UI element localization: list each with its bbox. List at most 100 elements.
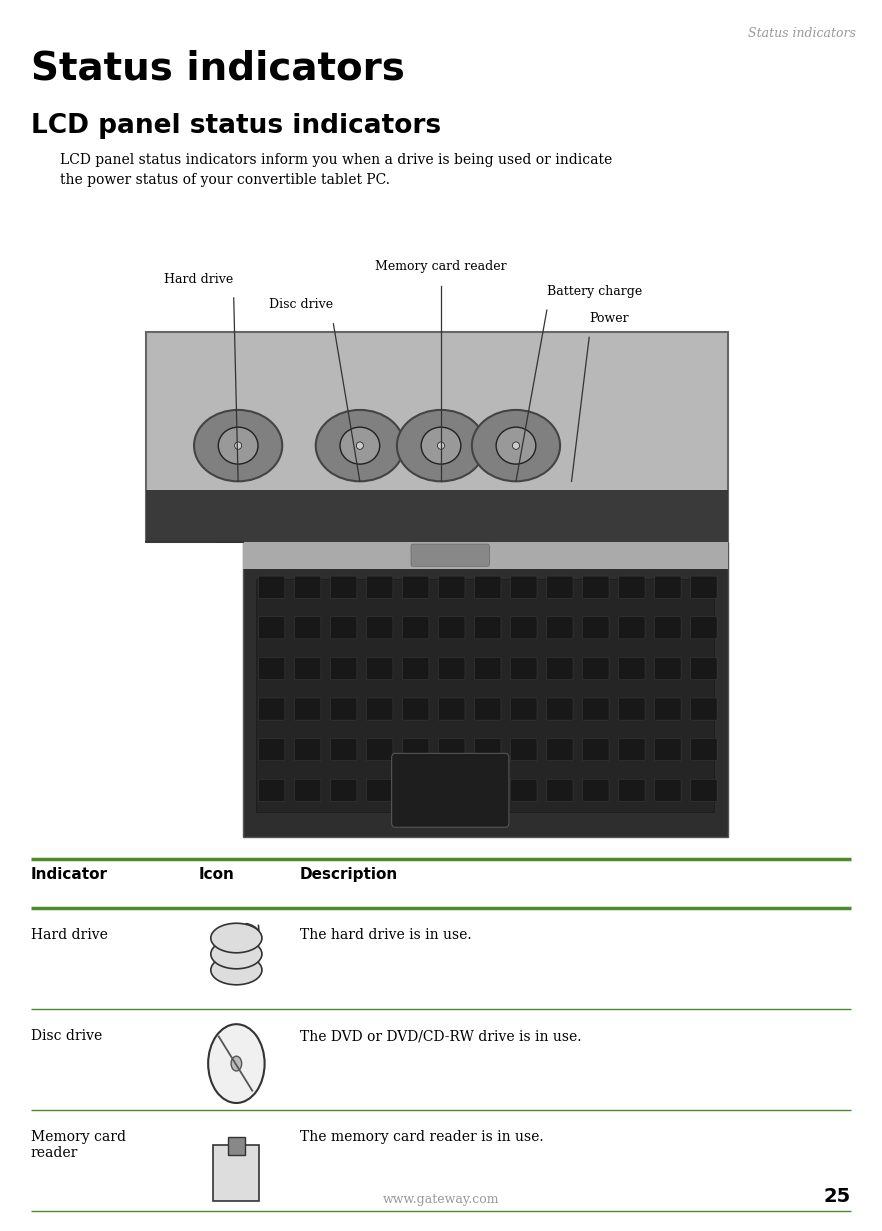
FancyBboxPatch shape bbox=[618, 657, 645, 680]
FancyBboxPatch shape bbox=[256, 579, 714, 812]
FancyBboxPatch shape bbox=[258, 779, 285, 801]
Text: 25: 25 bbox=[824, 1188, 851, 1206]
FancyBboxPatch shape bbox=[583, 739, 609, 761]
FancyBboxPatch shape bbox=[654, 576, 681, 598]
FancyBboxPatch shape bbox=[583, 617, 609, 639]
FancyBboxPatch shape bbox=[402, 739, 429, 761]
FancyBboxPatch shape bbox=[392, 753, 509, 827]
Text: Disc drive: Disc drive bbox=[269, 298, 333, 311]
Ellipse shape bbox=[316, 410, 404, 481]
FancyBboxPatch shape bbox=[438, 576, 465, 598]
FancyBboxPatch shape bbox=[402, 779, 429, 801]
Text: Power: Power bbox=[589, 311, 629, 325]
FancyBboxPatch shape bbox=[654, 617, 681, 639]
Ellipse shape bbox=[472, 410, 560, 481]
FancyBboxPatch shape bbox=[511, 617, 537, 639]
FancyBboxPatch shape bbox=[367, 576, 393, 598]
FancyBboxPatch shape bbox=[547, 779, 573, 801]
FancyBboxPatch shape bbox=[258, 657, 285, 680]
Text: Icon: Icon bbox=[198, 867, 235, 881]
FancyBboxPatch shape bbox=[295, 739, 321, 761]
FancyBboxPatch shape bbox=[691, 739, 717, 761]
Text: Description: Description bbox=[300, 867, 398, 881]
Text: LCD panel status indicators inform you when a drive is being used or indicate
th: LCD panel status indicators inform you w… bbox=[60, 153, 612, 187]
FancyBboxPatch shape bbox=[331, 576, 357, 598]
Ellipse shape bbox=[437, 442, 445, 449]
FancyBboxPatch shape bbox=[402, 657, 429, 680]
FancyBboxPatch shape bbox=[618, 576, 645, 598]
FancyBboxPatch shape bbox=[295, 576, 321, 598]
FancyBboxPatch shape bbox=[511, 657, 537, 680]
Text: Memory card reader: Memory card reader bbox=[375, 260, 507, 273]
FancyBboxPatch shape bbox=[438, 617, 465, 639]
FancyBboxPatch shape bbox=[146, 490, 728, 542]
FancyBboxPatch shape bbox=[547, 739, 573, 761]
FancyBboxPatch shape bbox=[331, 657, 357, 680]
FancyBboxPatch shape bbox=[654, 698, 681, 720]
Ellipse shape bbox=[397, 410, 485, 481]
FancyBboxPatch shape bbox=[475, 657, 501, 680]
FancyBboxPatch shape bbox=[511, 698, 537, 720]
Ellipse shape bbox=[496, 427, 535, 464]
FancyBboxPatch shape bbox=[618, 779, 645, 801]
FancyBboxPatch shape bbox=[583, 576, 609, 598]
FancyBboxPatch shape bbox=[295, 657, 321, 680]
Text: Indicator: Indicator bbox=[31, 867, 108, 881]
FancyBboxPatch shape bbox=[475, 698, 501, 720]
FancyBboxPatch shape bbox=[691, 779, 717, 801]
FancyBboxPatch shape bbox=[547, 617, 573, 639]
Text: LCD panel status indicators: LCD panel status indicators bbox=[31, 113, 441, 139]
FancyBboxPatch shape bbox=[367, 698, 393, 720]
FancyBboxPatch shape bbox=[475, 576, 501, 598]
Text: Status indicators: Status indicators bbox=[31, 49, 405, 87]
FancyBboxPatch shape bbox=[295, 779, 321, 801]
Ellipse shape bbox=[512, 442, 519, 449]
FancyBboxPatch shape bbox=[438, 779, 465, 801]
FancyBboxPatch shape bbox=[258, 698, 285, 720]
FancyBboxPatch shape bbox=[146, 332, 728, 542]
FancyBboxPatch shape bbox=[654, 657, 681, 680]
Ellipse shape bbox=[211, 939, 262, 969]
FancyBboxPatch shape bbox=[438, 657, 465, 680]
Ellipse shape bbox=[235, 442, 242, 449]
FancyBboxPatch shape bbox=[475, 739, 501, 761]
FancyBboxPatch shape bbox=[331, 698, 357, 720]
FancyBboxPatch shape bbox=[618, 739, 645, 761]
FancyBboxPatch shape bbox=[691, 698, 717, 720]
Ellipse shape bbox=[211, 923, 262, 953]
FancyBboxPatch shape bbox=[511, 576, 537, 598]
Circle shape bbox=[231, 1056, 242, 1071]
FancyBboxPatch shape bbox=[295, 617, 321, 639]
FancyBboxPatch shape bbox=[583, 779, 609, 801]
FancyBboxPatch shape bbox=[654, 779, 681, 801]
Text: Status indicators: Status indicators bbox=[748, 27, 856, 41]
Text: www.gateway.com: www.gateway.com bbox=[383, 1193, 499, 1206]
Text: The DVD or DVD/CD-RW drive is in use.: The DVD or DVD/CD-RW drive is in use. bbox=[300, 1029, 581, 1043]
FancyBboxPatch shape bbox=[331, 739, 357, 761]
Ellipse shape bbox=[422, 427, 461, 464]
Ellipse shape bbox=[356, 442, 363, 449]
FancyBboxPatch shape bbox=[618, 617, 645, 639]
Text: The hard drive is in use.: The hard drive is in use. bbox=[300, 928, 472, 942]
Text: The memory card reader is in use.: The memory card reader is in use. bbox=[300, 1130, 543, 1144]
FancyBboxPatch shape bbox=[691, 617, 717, 639]
FancyBboxPatch shape bbox=[618, 698, 645, 720]
FancyBboxPatch shape bbox=[654, 739, 681, 761]
FancyBboxPatch shape bbox=[583, 698, 609, 720]
Text: Hard drive: Hard drive bbox=[164, 272, 234, 286]
FancyBboxPatch shape bbox=[411, 544, 490, 566]
FancyBboxPatch shape bbox=[547, 576, 573, 598]
FancyBboxPatch shape bbox=[438, 698, 465, 720]
FancyBboxPatch shape bbox=[228, 1137, 245, 1155]
Text: Battery charge: Battery charge bbox=[547, 284, 642, 298]
Text: Hard drive: Hard drive bbox=[31, 928, 108, 942]
FancyBboxPatch shape bbox=[402, 698, 429, 720]
FancyBboxPatch shape bbox=[511, 739, 537, 761]
FancyBboxPatch shape bbox=[367, 657, 393, 680]
FancyBboxPatch shape bbox=[547, 698, 573, 720]
FancyBboxPatch shape bbox=[367, 779, 393, 801]
Text: Disc drive: Disc drive bbox=[31, 1029, 102, 1043]
Ellipse shape bbox=[340, 427, 380, 464]
FancyBboxPatch shape bbox=[243, 542, 728, 569]
FancyBboxPatch shape bbox=[367, 617, 393, 639]
